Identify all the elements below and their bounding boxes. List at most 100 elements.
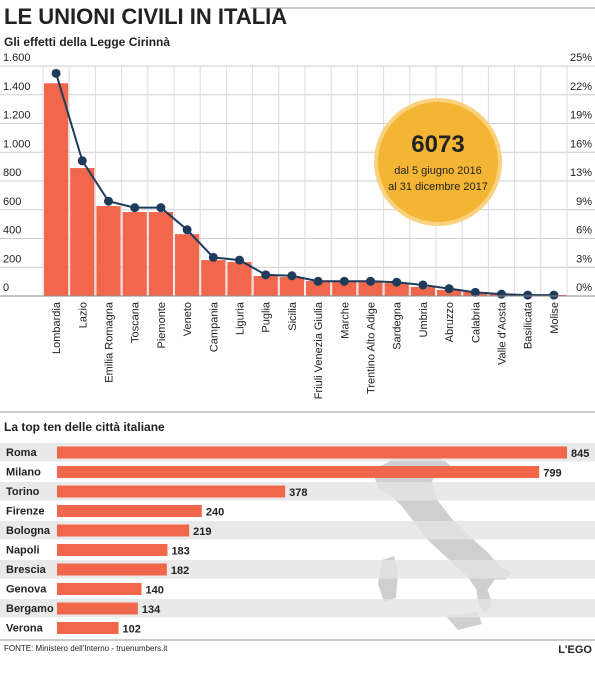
y2-tick-label: 13% xyxy=(570,167,592,179)
bar xyxy=(57,544,168,556)
y2-tick-label: 22% xyxy=(570,81,592,93)
annotation-to: al 31 dicembre 2017 xyxy=(388,181,488,193)
line-marker xyxy=(418,280,428,290)
line-marker xyxy=(208,252,218,262)
y2-tick-label: 19% xyxy=(570,110,592,122)
x-tick-label: Basilicata xyxy=(523,301,535,349)
line-marker xyxy=(77,156,87,166)
y2-tick-label: 3% xyxy=(576,253,592,265)
x-tick-label: Toscana xyxy=(130,301,142,343)
x-tick-label: Lombardia xyxy=(51,301,63,354)
y2-tick-label: 6% xyxy=(576,225,592,237)
line-marker xyxy=(392,277,402,287)
y-tick-label: 800 xyxy=(3,167,21,179)
x-tick-label: Puglia xyxy=(261,301,273,332)
line-marker xyxy=(182,225,192,235)
value-label: 102 xyxy=(123,624,141,636)
bar xyxy=(57,622,119,634)
x-tick-label: Sardegna xyxy=(392,301,404,350)
bar xyxy=(57,466,540,478)
value-label: 799 xyxy=(543,468,561,480)
value-label: 219 xyxy=(193,526,211,538)
y-tick-label: 1.000 xyxy=(3,138,31,150)
section-title: La top ten delle città italiane xyxy=(4,420,165,434)
annotation-total: 6073 xyxy=(411,131,464,158)
x-tick-label: Veneto xyxy=(182,302,194,336)
bar xyxy=(57,583,142,595)
value-label: 240 xyxy=(206,507,224,519)
line-marker xyxy=(313,276,323,286)
bar xyxy=(253,276,278,296)
bar xyxy=(57,602,138,615)
x-tick-label: Trentino Alto Adige xyxy=(366,302,378,394)
row-label: Genova xyxy=(6,584,47,596)
bar xyxy=(227,262,252,296)
y2-tick-label: 16% xyxy=(570,138,592,150)
bar xyxy=(96,206,121,296)
bar xyxy=(175,234,200,296)
bar xyxy=(44,83,69,296)
value-label: 140 xyxy=(145,585,163,597)
x-tick-label: Sicilia xyxy=(287,301,299,331)
y-tick-label: 1.200 xyxy=(3,110,31,122)
bar xyxy=(148,212,173,296)
x-tick-label: Marche xyxy=(339,302,351,339)
page-title: LE UNIONI CIVILI IN ITALIA xyxy=(4,4,287,29)
y-tick-label: 1.400 xyxy=(3,81,31,93)
line-marker xyxy=(235,255,244,265)
line-marker xyxy=(444,284,454,294)
row-label: Verona xyxy=(6,623,44,635)
line-marker xyxy=(549,290,559,300)
line-marker xyxy=(51,68,61,78)
bar xyxy=(201,260,226,296)
x-tick-label: Molise xyxy=(549,302,561,334)
y-tick-label: 1.600 xyxy=(3,52,31,64)
row-label: Milano xyxy=(6,467,41,479)
row-label: Bologna xyxy=(6,525,51,537)
x-tick-label: Friuli Venezia Giulia xyxy=(313,301,325,399)
bar xyxy=(122,212,147,296)
x-tick-label: Liguria xyxy=(235,301,247,335)
row-label: Napoli xyxy=(6,545,40,557)
line-marker xyxy=(339,276,349,286)
x-tick-label: Lazio xyxy=(77,302,89,328)
line-marker xyxy=(156,203,166,213)
line-marker xyxy=(261,270,271,280)
bar xyxy=(57,485,286,498)
bar xyxy=(57,446,567,459)
y-tick-label: 200 xyxy=(3,253,21,265)
y2-tick-label: 25% xyxy=(570,52,592,64)
value-label: 182 xyxy=(171,565,189,577)
row-label: Bergamo xyxy=(6,603,54,615)
row-label: Brescia xyxy=(6,564,47,576)
bar xyxy=(57,505,202,517)
y2-tick-label: 0% xyxy=(576,282,592,294)
bar xyxy=(384,283,409,296)
bar xyxy=(279,277,304,296)
row-label: Torino xyxy=(6,486,40,498)
line-marker xyxy=(497,289,506,299)
page-subtitle: Gli effetti della Legge Cirinnà xyxy=(4,35,170,49)
x-tick-label: Umbria xyxy=(418,301,430,337)
row-label: Roma xyxy=(6,447,37,459)
value-label: 134 xyxy=(142,604,161,616)
value-label: 183 xyxy=(171,546,189,558)
x-tick-label: Calabria xyxy=(470,301,482,343)
line-marker xyxy=(130,203,140,213)
line-marker xyxy=(287,271,297,281)
row-stripe xyxy=(0,599,595,618)
bar xyxy=(410,286,435,296)
annotation-from: dal 5 giugno 2016 xyxy=(394,165,481,177)
logo: L'EGO xyxy=(558,644,592,656)
bar xyxy=(57,524,190,537)
source: FONTE: Ministero dell'Interno - truenumb… xyxy=(4,644,168,653)
x-tick-label: Campania xyxy=(208,301,220,352)
y-tick-label: 400 xyxy=(3,225,21,237)
bar xyxy=(332,281,357,296)
line-marker xyxy=(366,276,375,286)
x-tick-label: Abruzzo xyxy=(444,302,456,342)
x-tick-label: Emilia Romagna xyxy=(104,301,116,383)
line-marker xyxy=(470,287,480,297)
x-tick-label: Valle d'Aosta xyxy=(497,301,509,365)
